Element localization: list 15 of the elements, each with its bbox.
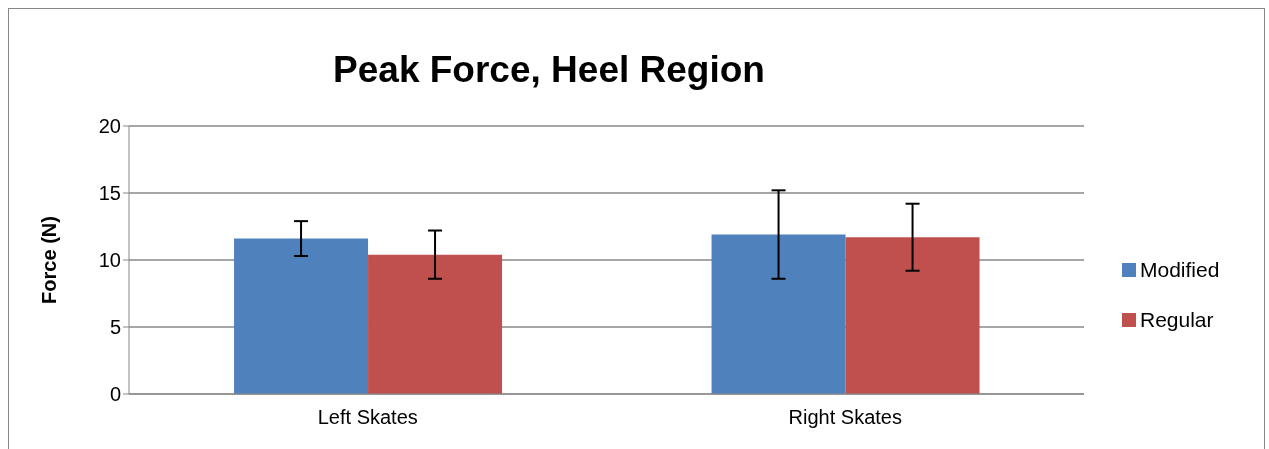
bar: [845, 237, 980, 394]
y-tick-label: 20: [98, 115, 121, 138]
y-tick-label: 5: [109, 316, 121, 339]
legend-label: Regular: [1140, 307, 1214, 333]
y-tick-label: 0: [109, 383, 121, 406]
chart-title: Peak Force, Heel Region: [332, 49, 766, 91]
legend-label: Modified: [1140, 257, 1220, 283]
x-tick-label: Left Skates: [317, 406, 418, 429]
bar: [368, 254, 503, 394]
y-tick-label: 15: [98, 182, 121, 205]
y-tick-label: 10: [98, 249, 121, 272]
y-axis-title: Force (N): [38, 216, 61, 304]
x-tick-label: Right Skates: [788, 406, 902, 429]
bar: [711, 234, 846, 394]
bar: [234, 238, 369, 394]
